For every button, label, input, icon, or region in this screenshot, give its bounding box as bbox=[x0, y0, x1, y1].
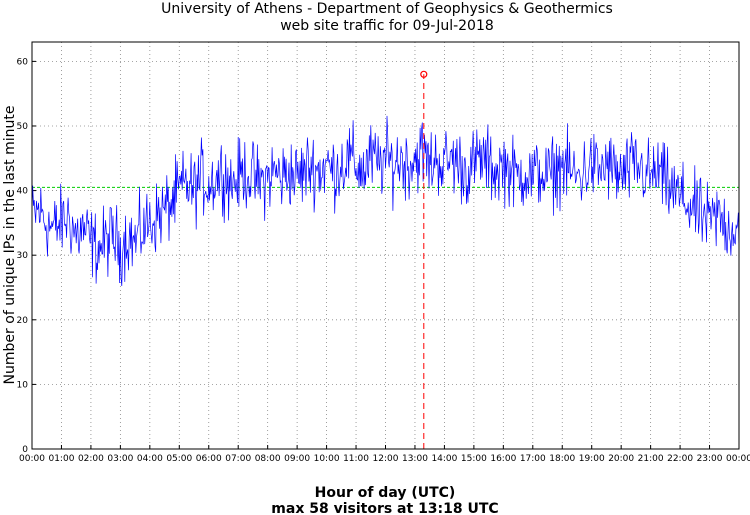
x-tick-label: 06:00 bbox=[196, 454, 222, 464]
x-tick-label: 00:00 bbox=[726, 454, 750, 464]
x-tick-label: 22:00 bbox=[667, 454, 693, 464]
x-tick-label: 08:00 bbox=[255, 454, 281, 464]
plot-frame bbox=[31, 41, 740, 450]
x-tick-label: 03:00 bbox=[107, 454, 133, 464]
x-tick-label: 19:00 bbox=[579, 454, 605, 464]
y-tick-label: 60 bbox=[17, 57, 29, 67]
x-tick-label: 00:00 bbox=[19, 454, 45, 464]
y-tick-label: 50 bbox=[17, 122, 29, 132]
x-tick-label: 14:00 bbox=[431, 454, 457, 464]
y-tick-label: 0 bbox=[22, 445, 28, 455]
x-tick-label: 13:00 bbox=[402, 454, 428, 464]
y-tick-label: 20 bbox=[17, 316, 29, 326]
x-tick-label: 11:00 bbox=[343, 454, 369, 464]
x-tick-label: 09:00 bbox=[284, 454, 310, 464]
x-tick-label: 21:00 bbox=[638, 454, 664, 464]
series-layer bbox=[31, 70, 740, 449]
x-tick-label: 04:00 bbox=[137, 454, 163, 464]
traffic-series-line bbox=[31, 115, 740, 287]
y-tick-label: 10 bbox=[17, 380, 29, 390]
grid-lines bbox=[32, 42, 739, 450]
x-tick-label: 17:00 bbox=[520, 454, 546, 464]
x-axis-label: Hour of day (UTC) bbox=[315, 485, 456, 501]
x-tick-label: 10:00 bbox=[314, 454, 340, 464]
x-tick-label: 20:00 bbox=[608, 454, 634, 464]
x-tick-label: 18:00 bbox=[549, 454, 575, 464]
x-tick-label: 05:00 bbox=[166, 454, 192, 464]
x-tick-label: 23:00 bbox=[697, 454, 723, 464]
y-axis-label: Number of unique IPs in the last minute bbox=[2, 106, 18, 385]
y-tick-label: 40 bbox=[17, 187, 29, 197]
x-tick-label: 15:00 bbox=[461, 454, 487, 464]
y-tick-label: 30 bbox=[17, 251, 29, 261]
chart-subtitle: max 58 visitors at 13:18 UTC bbox=[271, 501, 498, 515]
y-axis-ticks: 0 10 20 30 40 50 60 bbox=[17, 57, 36, 455]
x-tick-label: 12:00 bbox=[373, 454, 399, 464]
chart-title-line-1: University of Athens - Department of Geo… bbox=[161, 1, 613, 17]
max-marker-point bbox=[420, 70, 428, 78]
x-tick-label: 16:00 bbox=[490, 454, 516, 464]
x-tick-label: 02:00 bbox=[78, 454, 104, 464]
x-tick-label: 07:00 bbox=[225, 454, 251, 464]
x-axis-ticks: 00:00 01:00 02:00 03:00 04:00 05:00 06:00 07:00… bbox=[19, 445, 750, 464]
x-tick-label: 01:00 bbox=[48, 454, 74, 464]
chart-title-line-2: web site traffic for 09-Jul-2018 bbox=[280, 18, 494, 34]
